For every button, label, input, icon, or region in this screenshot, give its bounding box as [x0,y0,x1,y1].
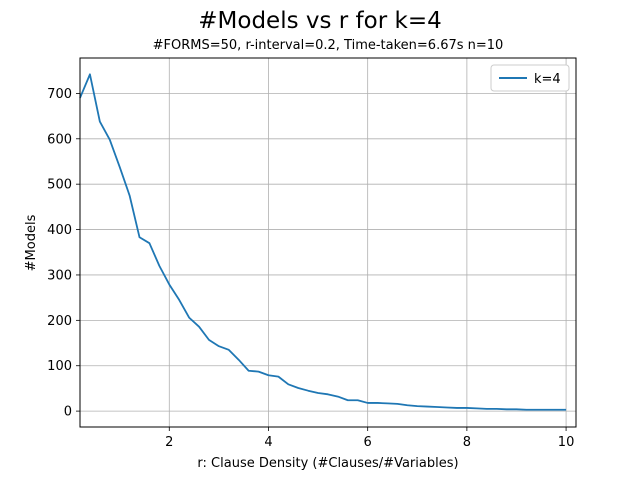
x-tick-label: 4 [264,435,272,450]
series [79,73,567,411]
x-tick-label: 2 [165,435,173,450]
y-axis-label: #Models [24,214,39,271]
y-tick-label: 0 [64,405,72,420]
x-tick-label: 8 [463,435,471,450]
legend-box [490,64,570,92]
y-tick-label: 200 [47,314,72,329]
y-tick-label: 700 [47,87,72,102]
chart-subtitle: #FORMS=50, r-interval=0.2, Time-taken=6.… [153,38,504,53]
chart-title: #Models vs r for k=4 [198,8,441,34]
x-tick-label: 10 [558,435,575,450]
series-line-k4 [79,73,567,411]
y-tick-label: 600 [47,132,72,147]
plot-frame [79,57,577,428]
x-tick-label: 6 [364,435,372,450]
legend: k=4 [490,64,570,92]
x-axis-label: r: Clause Density (#Clauses/#Variables) [197,456,458,471]
legend-label-k4: k=4 [534,72,561,87]
grid [80,58,576,427]
y-tick-label: 400 [47,223,72,238]
y-tick-label: 100 [47,359,72,374]
y-tick-label: 300 [47,268,72,283]
y-tick-label: 500 [47,178,72,193]
